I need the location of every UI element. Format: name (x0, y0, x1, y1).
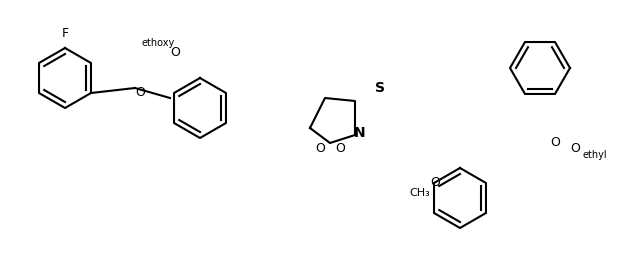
Text: CH₃: CH₃ (409, 188, 431, 198)
Text: O: O (570, 141, 580, 154)
Text: ethyl: ethyl (583, 150, 607, 160)
Text: O: O (550, 136, 560, 149)
Text: N: N (354, 126, 366, 140)
Text: O: O (315, 141, 325, 154)
Text: F: F (61, 27, 69, 40)
Text: S: S (375, 81, 385, 95)
Text: O: O (430, 176, 440, 190)
Text: O: O (335, 141, 345, 154)
Text: ethoxy: ethoxy (142, 38, 175, 48)
Text: O: O (135, 87, 145, 99)
Text: O: O (170, 47, 180, 59)
